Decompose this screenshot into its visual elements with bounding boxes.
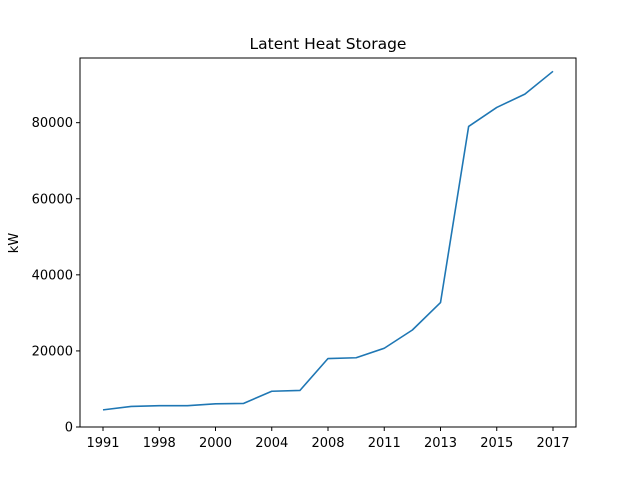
y-axis-label: kW <box>7 233 22 254</box>
x-tick-label: 1991 <box>86 436 119 451</box>
x-tick-label: 2004 <box>255 436 288 451</box>
x-tick-label: 2008 <box>311 436 344 451</box>
x-tick-label: 1998 <box>143 436 176 451</box>
x-tick-label: 2011 <box>368 436 401 451</box>
x-tick-label: 2015 <box>480 436 513 451</box>
series-line <box>102 70 554 411</box>
y-tick-label: 20000 <box>32 344 73 359</box>
y-axis: 0 20000 40000 60000 80000 <box>32 116 80 436</box>
x-tick-label: 2017 <box>536 436 569 451</box>
y-tick-label: 40000 <box>32 268 73 283</box>
y-tick-label: 80000 <box>32 116 73 131</box>
y-tick-label: 0 <box>65 421 73 436</box>
plot-frame <box>79 57 577 428</box>
x-tick-label: 2013 <box>424 436 457 451</box>
x-axis: 1991 1998 2000 2004 2008 2011 2013 2015 2017 <box>86 427 570 451</box>
x-tick-label: 2000 <box>199 436 232 451</box>
series-layer <box>102 70 554 411</box>
y-tick-label: 60000 <box>32 192 73 207</box>
chart-title: Latent Heat Storage <box>250 35 407 53</box>
